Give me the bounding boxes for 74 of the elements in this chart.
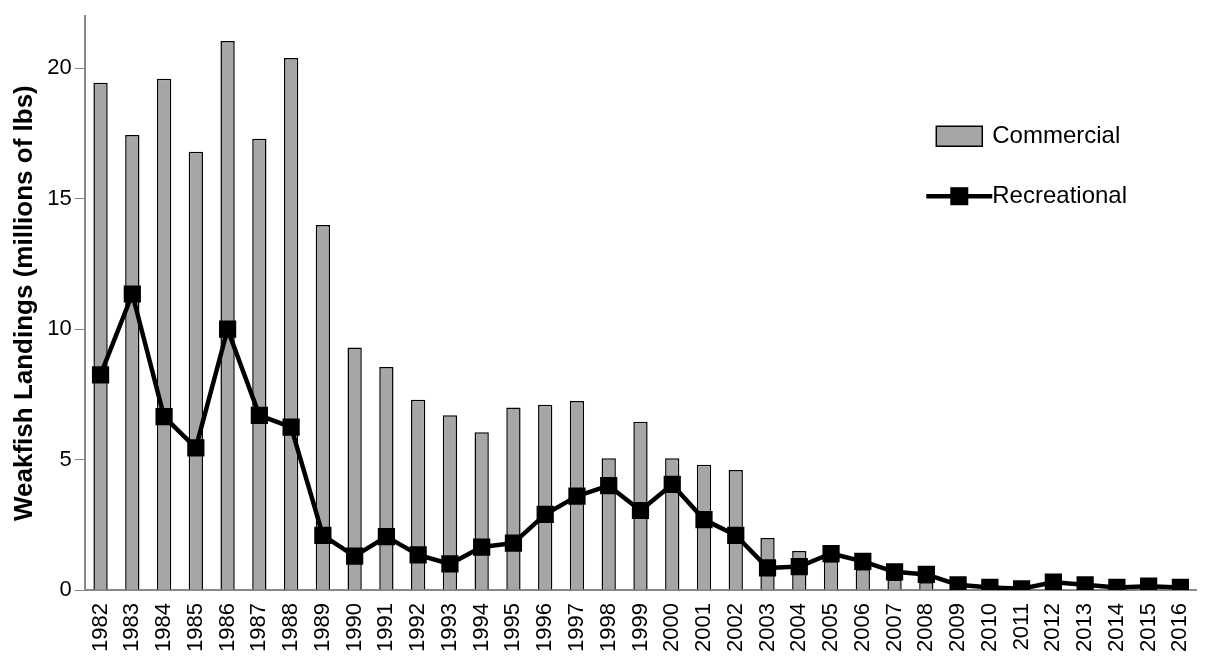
point [727,526,745,544]
x-tick-label: 2015 [1134,603,1160,653]
point [600,477,618,495]
point [282,418,300,436]
legend-label: Commercial [992,120,1121,148]
x-tick-label: 1994 [467,603,493,653]
y-tick-label: 10 [47,315,72,341]
x-tick-label: 1993 [435,603,461,653]
x-tick-label: 2003 [753,603,779,653]
point [854,552,872,570]
x-tick-label: 1997 [563,603,589,653]
point [536,505,554,524]
point [187,439,205,457]
x-tick-label: 2005 [817,603,843,653]
point [218,320,237,338]
point [568,487,586,505]
x-tick-label: 2012 [1039,603,1065,653]
point [250,406,268,424]
point [155,407,173,426]
x-tick-label: 2000 [658,603,684,653]
x-tick-label: 1984 [150,603,176,653]
y-tick-label: 5 [59,445,72,471]
point [504,534,523,552]
point [949,576,967,591]
point [758,559,777,577]
x-tick-label: 1992 [404,603,430,653]
point [441,555,459,573]
point [631,501,650,520]
x-tick-label: 2011 [1007,603,1033,651]
x-tick-label: 2014 [1102,603,1128,653]
x-tick-label: 2016 [1166,603,1192,653]
x-tick-label: 1983 [118,603,144,653]
point [377,527,396,546]
x-tick-label: 2009 [944,603,970,653]
x-tick-label: 2002 [721,603,747,653]
x-tick-label: 1985 [181,603,207,653]
x-tick-label: 1989 [308,603,334,653]
point [346,547,364,565]
x-tick-label: 2010 [975,603,1001,653]
point [885,563,904,581]
x-tick-label: 1998 [594,603,620,653]
point [1140,577,1158,591]
x-tick-label: 2006 [848,603,874,653]
x-tick-label: 2001 [690,603,716,653]
y-tick-label: 20 [47,54,72,80]
point [822,544,840,563]
point [1044,573,1062,591]
y-tick-label: 0 [59,576,72,602]
x-tick-label: 1999 [626,603,652,653]
x-tick-label: 1990 [340,603,366,653]
point [123,285,141,303]
point [695,511,713,529]
x-tick-label: 2007 [880,603,906,653]
legend-label: Recreational [992,180,1128,208]
x-tick-label: 1987 [245,603,271,653]
x-tick-label: 2004 [785,603,811,653]
point [1076,576,1094,591]
x-tick-label: 1995 [499,603,525,653]
y-tick-label: 15 [47,184,72,210]
point [663,475,681,494]
x-tick-label: 1988 [277,603,303,653]
point [790,557,808,576]
x-tick-label: 1996 [531,603,557,653]
point [91,366,110,384]
point [314,526,332,544]
x-tick-label: 2008 [912,603,938,653]
x-tick-label: 1991 [372,603,398,653]
x-tick-label: 1986 [213,603,239,653]
point [917,565,935,584]
point [473,538,491,556]
point [409,546,427,564]
x-tick-label: 1982 [86,603,112,653]
y-axis-title: Weakfish Landings (millions of lbs) [7,85,38,522]
x-tick-label: 2013 [1071,603,1097,653]
